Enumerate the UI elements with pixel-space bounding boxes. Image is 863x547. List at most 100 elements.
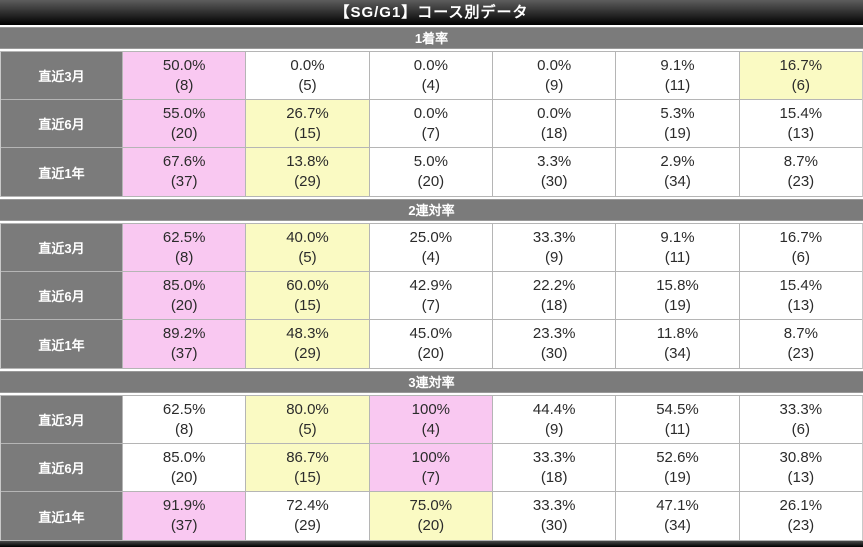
sample-count: (15) [294,296,321,314]
data-cell: 8.7% (23) [738,320,862,368]
row-label: 直近1年 [1,492,122,540]
sample-count: (37) [170,345,198,362]
row-label: 直近3月 [1,224,122,272]
rate-value: 48.3% [286,325,329,342]
rate-value: 9.1% [660,56,695,74]
rate-value: 0.0% [413,56,448,74]
data-cell: 45.0% (20) [368,320,492,368]
row-label: 直近3月 [1,52,122,100]
row-label: 直近6月 [1,444,122,492]
data-cell: 54.5% (11) [615,396,739,444]
data-cell: 26.1% (23) [738,492,862,540]
data-cell: 100% (4) [368,396,492,444]
data-cell: 91.9% (37) [122,492,246,540]
sample-count: (5) [298,76,317,94]
sample-count: (11) [664,248,691,266]
data-cell: 15.8% (19) [615,272,739,320]
sample-count: (37) [170,517,198,534]
data-cell: 100% (7) [368,444,492,492]
sample-count: (29) [294,345,321,362]
data-cell: 33.3% (6) [738,396,862,444]
rate-value: 62.5% [162,228,206,246]
rate-value: 15.8% [656,276,699,294]
sample-count: (30) [540,173,568,190]
sample-count: (19) [664,124,691,142]
rate-value: 15.4% [779,276,823,294]
sample-count: (20) [417,517,445,534]
data-cell: 23.3% (30) [492,320,616,368]
data-cell: 42.9% (7) [368,272,492,320]
data-cell: 16.7% (6) [738,224,862,272]
rate-value: 22.2% [532,276,576,294]
sample-count: (8) [174,420,194,438]
sample-count: (6) [791,420,810,438]
sample-count: (4) [421,76,440,94]
rate-value: 0.0% [290,56,325,74]
sample-count: (8) [174,248,194,266]
rate-value: 40.0% [286,228,329,246]
sample-count: (4) [421,420,440,438]
rate-value: 42.9% [409,276,453,294]
rate-value: 33.3% [532,497,576,514]
sample-count: (29) [294,517,321,534]
sample-count: (30) [540,345,568,362]
data-cell: 50.0% (8) [122,52,246,100]
sample-count: (37) [170,173,198,190]
rate-value: 2.9% [660,153,695,170]
rate-value: 11.8% [656,325,699,342]
data-cell: 0.0% (5) [245,52,369,100]
sample-count: (7) [421,296,440,314]
rate-value: 100% [411,400,451,418]
row-label: 直近3月 [1,396,122,444]
sample-count: (5) [298,248,317,266]
rate-value: 0.0% [537,56,572,74]
section-header: 3連対率 [0,371,863,393]
data-cell: 60.0% (15) [245,272,369,320]
data-cell: 9.1% (11) [615,224,739,272]
data-cell: 33.3% (9) [492,224,616,272]
sample-count: (20) [170,124,198,142]
sample-count: (18) [540,124,568,142]
data-cell: 9.1% (11) [615,52,739,100]
rate-value: 45.0% [409,325,453,342]
sample-count: (23) [787,173,815,190]
data-cell: 47.1% (34) [615,492,739,540]
data-cell: 15.4% (13) [738,100,862,148]
rate-value: 16.7% [779,56,823,74]
rate-value: 52.6% [656,448,699,466]
sample-count: (9) [544,76,564,94]
rate-value: 16.7% [779,228,823,246]
row-label: 直近6月 [1,100,122,148]
rate-value: 60.0% [286,276,329,294]
rate-value: 5.3% [660,104,695,122]
rate-value: 0.0% [413,104,448,122]
rate-value: 30.8% [779,448,823,466]
data-cell: 0.0% (4) [368,52,492,100]
sample-count: (9) [544,420,564,438]
data-cell: 85.0% (20) [122,272,246,320]
sample-count: (8) [174,76,194,94]
sample-count: (7) [421,124,440,142]
sample-count: (9) [544,248,564,266]
sample-count: (5) [298,420,317,438]
sample-count: (18) [540,468,568,486]
rate-value: 23.3% [532,325,576,342]
sample-count: (13) [787,124,815,142]
rate-value: 44.4% [532,400,576,418]
rate-value: 50.0% [162,56,206,74]
rate-value: 33.3% [779,400,823,418]
data-cell: 0.0% (9) [492,52,616,100]
sample-count: (23) [787,345,815,362]
data-cell: 30.8% (13) [738,444,862,492]
sample-count: (4) [421,248,440,266]
sample-count: (34) [664,173,691,190]
rate-value: 80.0% [286,400,329,418]
sample-count: (20) [417,345,445,362]
data-cell: 13.8% (29) [245,148,369,196]
sample-count: (20) [170,296,198,314]
data-cell: 8.7% (23) [738,148,862,196]
sample-count: (30) [540,517,568,534]
section-grid: 直近3月 50.0% (8) 0.0% (5) 0.0% (4) 0.0% (9) 9.1% (11… [0,51,863,197]
sample-count: (15) [294,124,321,142]
data-cell: 5.0% (20) [368,148,492,196]
